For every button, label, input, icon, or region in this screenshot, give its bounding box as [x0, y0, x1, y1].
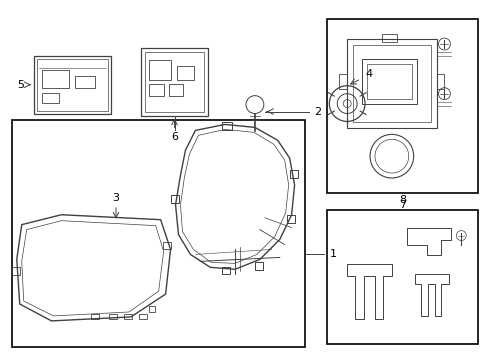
Bar	[34, 56, 111, 113]
Bar	[37, 59, 108, 111]
Bar	[222, 267, 230, 274]
Text: 8: 8	[398, 195, 406, 205]
Bar	[289, 170, 297, 178]
Bar	[148, 306, 154, 312]
Text: 5: 5	[17, 80, 24, 90]
Text: 3: 3	[112, 193, 119, 203]
Bar	[148, 84, 163, 96]
Bar	[109, 314, 117, 319]
Bar	[346, 39, 436, 129]
Bar	[75, 76, 95, 88]
Text: 1: 1	[328, 249, 336, 260]
Bar	[326, 210, 477, 344]
Bar	[366, 64, 411, 99]
Text: 6: 6	[171, 132, 178, 142]
Bar	[170, 195, 178, 203]
Bar	[352, 45, 429, 122]
Bar	[41, 93, 60, 103]
Bar	[361, 59, 416, 104]
Bar	[91, 314, 99, 319]
Text: 2: 2	[314, 107, 321, 117]
Bar	[148, 60, 170, 80]
Bar	[326, 19, 477, 193]
Bar	[176, 66, 194, 80]
Bar	[381, 34, 396, 42]
Text: 7: 7	[398, 200, 406, 210]
Bar	[41, 70, 69, 88]
Bar	[222, 122, 232, 130]
Bar	[339, 74, 346, 89]
Bar	[254, 262, 263, 270]
Text: 4: 4	[365, 69, 371, 79]
Bar	[123, 314, 132, 319]
Bar	[286, 215, 294, 223]
Bar	[144, 52, 204, 112]
Bar	[141, 48, 208, 116]
Bar	[12, 267, 20, 275]
Bar	[436, 74, 444, 89]
Bar	[163, 242, 170, 249]
Bar	[168, 84, 183, 96]
Bar	[139, 314, 146, 319]
Bar	[12, 121, 304, 347]
